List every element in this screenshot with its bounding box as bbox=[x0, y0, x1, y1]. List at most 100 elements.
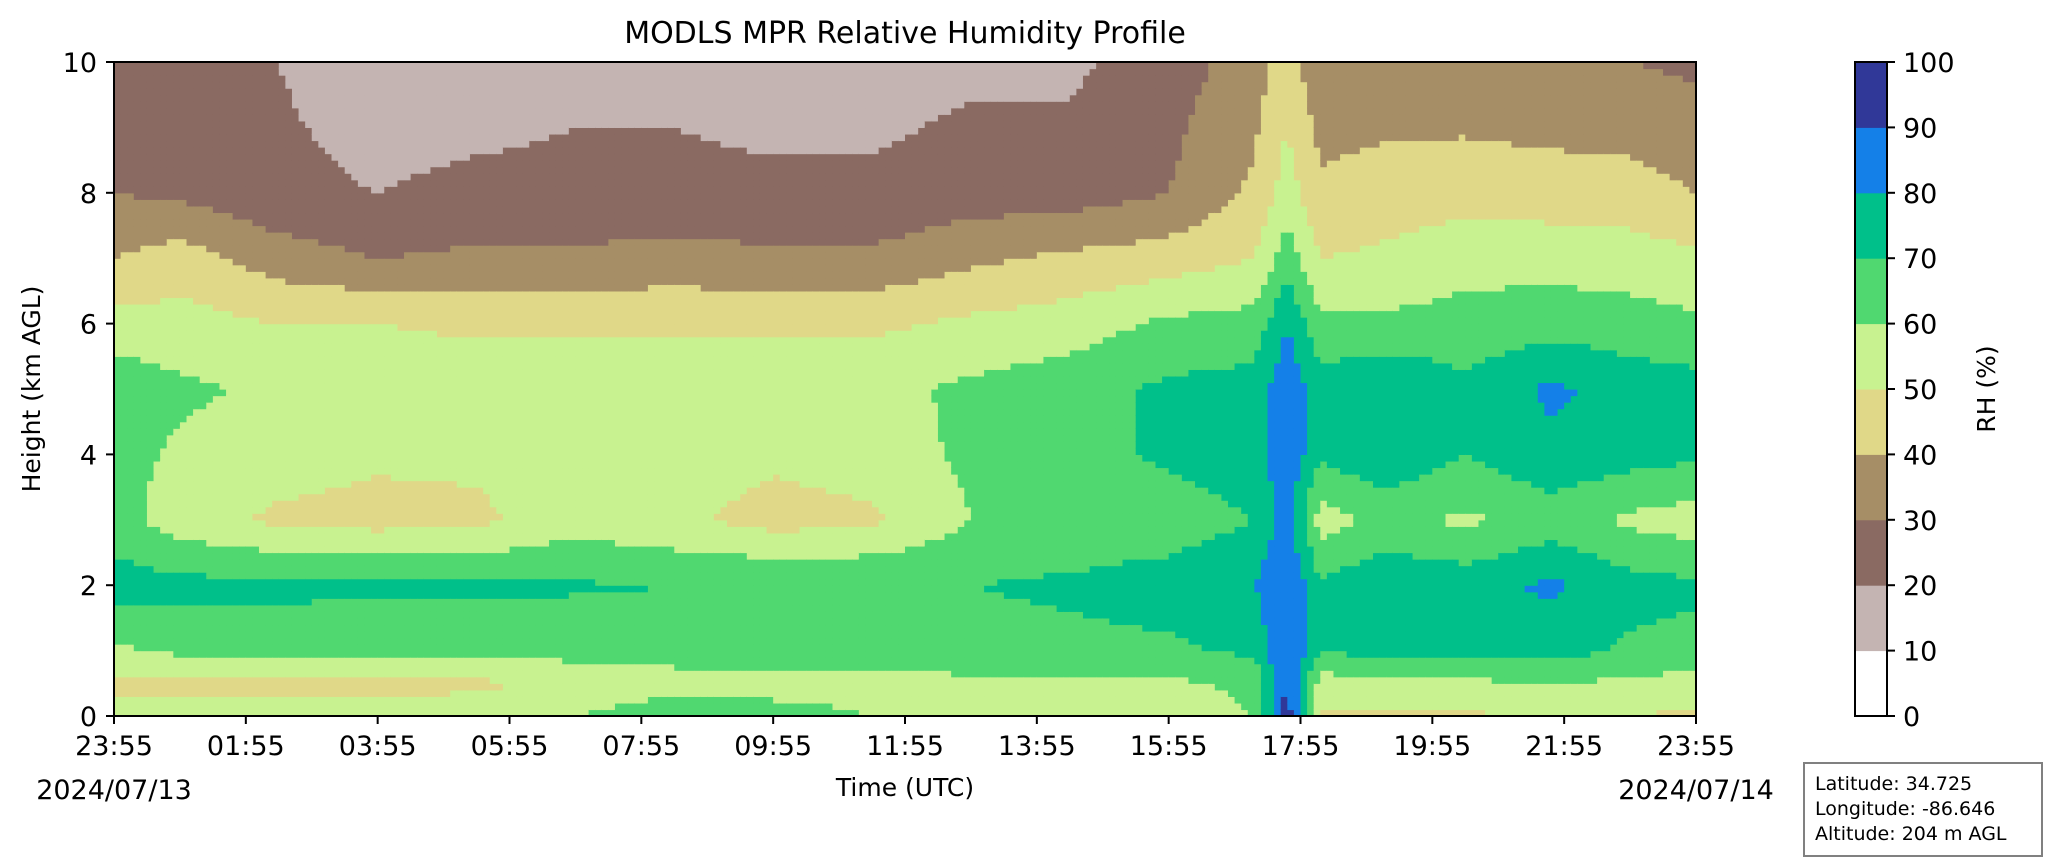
heatmap-cell bbox=[351, 585, 359, 593]
heatmap-cell bbox=[324, 428, 333, 436]
heatmap-cell bbox=[127, 513, 135, 521]
heatmap-cell bbox=[338, 415, 346, 423]
heatmap-cell bbox=[338, 421, 346, 429]
heatmap-cell bbox=[377, 140, 385, 148]
heatmap-cell bbox=[265, 120, 273, 128]
heatmap-cell bbox=[272, 317, 280, 325]
heatmap-cell bbox=[265, 343, 273, 351]
heatmap-cell bbox=[285, 133, 293, 142]
heatmap-cell bbox=[239, 192, 247, 200]
heatmap-cell bbox=[166, 140, 174, 148]
heatmap-cell bbox=[120, 362, 128, 370]
heatmap-cell bbox=[179, 598, 188, 606]
heatmap-cell bbox=[357, 199, 366, 207]
heatmap-cell bbox=[127, 75, 135, 83]
heatmap-cell bbox=[146, 428, 155, 436]
heatmap-cell bbox=[298, 539, 306, 547]
heatmap-cell bbox=[166, 591, 174, 599]
heatmap-cell bbox=[305, 68, 313, 76]
heatmap-cell bbox=[311, 290, 319, 299]
heatmap-cell bbox=[285, 192, 293, 200]
heatmap-cell bbox=[212, 310, 221, 318]
heatmap-cell bbox=[232, 336, 240, 344]
heatmap-cell bbox=[331, 127, 339, 135]
heatmap-cell bbox=[265, 186, 273, 194]
heatmap-cell bbox=[417, 395, 425, 403]
heatmap-cell bbox=[331, 519, 339, 527]
heatmap-cell bbox=[311, 147, 319, 155]
heatmap-cell bbox=[305, 186, 313, 194]
heatmap-cell bbox=[324, 474, 333, 482]
heatmap-cell bbox=[291, 434, 300, 442]
heatmap-cell bbox=[298, 709, 306, 716]
heatmap-cell bbox=[397, 428, 405, 436]
heatmap-cell bbox=[298, 487, 306, 495]
heatmap-cell bbox=[404, 611, 412, 619]
heatmap-cell bbox=[318, 160, 326, 168]
heatmap-cell bbox=[311, 68, 319, 76]
heatmap-cell bbox=[226, 127, 234, 135]
heatmap-cell bbox=[338, 199, 346, 207]
heatmap-cell bbox=[245, 303, 254, 312]
heatmap-cell bbox=[410, 375, 418, 384]
heatmap-cell bbox=[357, 552, 366, 560]
heatmap-cell bbox=[318, 349, 326, 357]
heatmap-cell bbox=[186, 545, 194, 554]
heatmap-cell bbox=[410, 663, 418, 671]
heatmap-cell bbox=[272, 225, 280, 233]
heatmap-cell bbox=[371, 487, 379, 495]
heatmap-cell bbox=[397, 696, 405, 704]
heatmap-cell bbox=[311, 251, 319, 259]
heatmap-cell bbox=[186, 467, 194, 475]
heatmap-cell bbox=[226, 166, 234, 174]
heatmap-cell bbox=[351, 114, 359, 122]
heatmap-cell bbox=[226, 362, 234, 370]
heatmap-cell bbox=[311, 192, 319, 200]
heatmap-cell bbox=[140, 94, 148, 102]
heatmap-cell bbox=[160, 408, 168, 416]
heatmap-cell bbox=[417, 683, 425, 691]
heatmap-cell bbox=[127, 205, 135, 214]
heatmap-cell bbox=[344, 474, 352, 482]
heatmap-cell bbox=[318, 513, 326, 521]
heatmap-cell bbox=[160, 140, 168, 148]
heatmap-cell bbox=[133, 545, 141, 554]
heatmap-cell bbox=[291, 676, 300, 684]
heatmap-cell bbox=[331, 421, 339, 429]
heatmap-cell bbox=[357, 251, 366, 259]
heatmap-cell bbox=[239, 657, 247, 665]
heatmap-cell bbox=[239, 245, 247, 253]
heatmap-cell bbox=[384, 617, 392, 626]
heatmap-cell bbox=[212, 663, 221, 671]
heatmap-cell bbox=[285, 434, 293, 442]
heatmap-cell bbox=[232, 133, 240, 142]
heatmap-cell bbox=[153, 375, 161, 384]
heatmap-cell bbox=[245, 663, 254, 671]
heatmap-cell bbox=[430, 205, 438, 214]
heatmap-cell bbox=[239, 585, 247, 593]
heatmap-cell bbox=[377, 107, 385, 115]
heatmap-cell bbox=[404, 264, 412, 272]
heatmap-cell bbox=[114, 545, 122, 554]
heatmap-cell bbox=[140, 284, 148, 292]
heatmap-cell bbox=[390, 133, 399, 142]
heatmap-cell bbox=[305, 303, 313, 312]
heatmap-cell bbox=[252, 225, 260, 233]
heatmap-cell bbox=[436, 258, 445, 266]
heatmap-cell bbox=[193, 637, 201, 645]
heatmap-cell bbox=[199, 81, 207, 89]
heatmap-cell bbox=[259, 657, 267, 665]
heatmap-cell bbox=[371, 343, 379, 351]
heatmap-cell bbox=[160, 467, 168, 475]
heatmap-cell bbox=[338, 696, 346, 704]
heatmap-cell bbox=[423, 140, 431, 148]
heatmap-cell bbox=[285, 565, 293, 573]
heatmap-cell bbox=[338, 578, 346, 586]
heatmap-cell bbox=[133, 683, 141, 691]
heatmap-cell bbox=[357, 75, 366, 83]
heatmap-cell bbox=[384, 402, 392, 410]
heatmap-cell bbox=[173, 709, 181, 716]
heatmap-cell bbox=[311, 487, 319, 495]
heatmap-cell bbox=[338, 585, 346, 593]
heatmap-cell bbox=[133, 467, 141, 475]
